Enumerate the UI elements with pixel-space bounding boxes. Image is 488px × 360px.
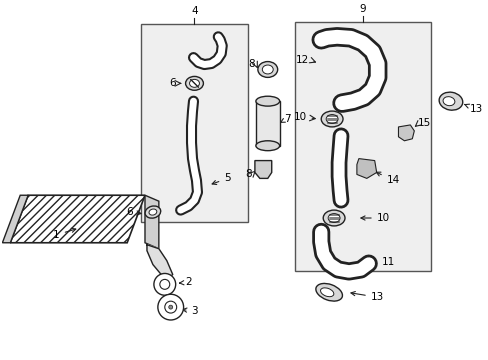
Circle shape xyxy=(160,279,169,289)
Polygon shape xyxy=(255,101,279,146)
Circle shape xyxy=(154,274,175,295)
Ellipse shape xyxy=(321,111,342,127)
Ellipse shape xyxy=(438,92,462,110)
Circle shape xyxy=(168,305,172,309)
Ellipse shape xyxy=(262,65,273,74)
Ellipse shape xyxy=(323,210,345,226)
Text: 14: 14 xyxy=(376,172,399,185)
Bar xyxy=(141,24,247,222)
Polygon shape xyxy=(356,159,376,179)
Ellipse shape xyxy=(255,141,279,151)
Text: 12: 12 xyxy=(296,55,309,64)
Text: 15: 15 xyxy=(417,118,430,128)
Ellipse shape xyxy=(315,283,342,301)
Ellipse shape xyxy=(257,62,277,77)
Text: 6: 6 xyxy=(126,207,141,217)
Polygon shape xyxy=(2,195,28,243)
Polygon shape xyxy=(398,125,413,141)
Text: 10: 10 xyxy=(294,112,307,122)
Polygon shape xyxy=(144,195,159,249)
Ellipse shape xyxy=(145,206,161,218)
Ellipse shape xyxy=(149,209,157,215)
Circle shape xyxy=(158,294,183,320)
Circle shape xyxy=(164,301,176,313)
Ellipse shape xyxy=(320,288,333,297)
Text: 8: 8 xyxy=(248,59,254,68)
Ellipse shape xyxy=(185,76,203,90)
Text: 13: 13 xyxy=(464,104,482,114)
Text: 8: 8 xyxy=(245,170,251,179)
Text: 7: 7 xyxy=(280,114,290,124)
Text: 10: 10 xyxy=(360,213,389,223)
Text: 9: 9 xyxy=(359,4,366,14)
Text: 5: 5 xyxy=(212,174,230,185)
Ellipse shape xyxy=(189,80,199,87)
Text: 1: 1 xyxy=(53,228,76,240)
Text: 4: 4 xyxy=(191,6,198,16)
Polygon shape xyxy=(10,195,144,243)
Text: 3: 3 xyxy=(183,306,198,316)
Ellipse shape xyxy=(327,213,339,222)
Text: 13: 13 xyxy=(350,292,383,302)
Polygon shape xyxy=(147,245,172,278)
Text: 2: 2 xyxy=(179,277,192,287)
Text: 6: 6 xyxy=(169,78,175,88)
Polygon shape xyxy=(254,161,271,179)
Ellipse shape xyxy=(255,96,279,106)
Ellipse shape xyxy=(442,96,454,106)
Text: 11: 11 xyxy=(370,257,394,266)
Ellipse shape xyxy=(325,114,337,123)
Bar xyxy=(294,22,430,271)
